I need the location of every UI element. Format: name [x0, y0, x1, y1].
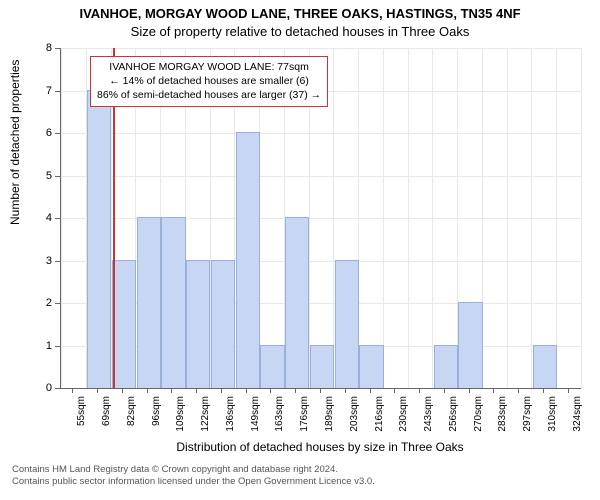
ytick-label: 3	[32, 255, 52, 267]
ytick-mark	[55, 261, 60, 262]
gridline-v	[556, 48, 557, 388]
ytick-label: 4	[32, 212, 52, 224]
xtick-mark	[543, 388, 544, 393]
gridline-v	[408, 48, 409, 388]
xtick-label: 82sqm	[126, 396, 137, 436]
footer-attribution: Contains HM Land Registry data © Crown c…	[12, 464, 375, 488]
xtick-label: 55sqm	[76, 396, 87, 436]
xtick-mark	[518, 388, 519, 393]
ytick-mark	[55, 218, 60, 219]
xtick-mark	[171, 388, 172, 393]
ytick-mark	[55, 303, 60, 304]
bar	[87, 90, 111, 389]
xtick-label: 69sqm	[101, 396, 112, 436]
xtick-label: 109sqm	[175, 396, 186, 436]
annotation-box: IVANHOE MORGAY WOOD LANE: 77sqm ← 14% of…	[90, 56, 328, 107]
xtick-mark	[147, 388, 148, 393]
xtick-label: 270sqm	[473, 396, 484, 436]
xtick-label: 256sqm	[448, 396, 459, 436]
ytick-label: 1	[32, 340, 52, 352]
annotation-line3: 86% of semi-detached houses are larger (…	[97, 88, 321, 102]
footer-line1: Contains HM Land Registry data © Crown c…	[12, 464, 375, 476]
ytick-mark	[55, 133, 60, 134]
xtick-mark	[246, 388, 247, 393]
xtick-mark	[295, 388, 296, 393]
gridline-v	[383, 48, 384, 388]
xtick-mark	[345, 388, 346, 393]
ytick-mark	[55, 91, 60, 92]
chart-title-address: IVANHOE, MORGAY WOOD LANE, THREE OAKS, H…	[0, 6, 600, 21]
bar	[285, 217, 309, 388]
xtick-label: 122sqm	[200, 396, 211, 436]
bar	[533, 345, 557, 389]
xtick-label: 283sqm	[497, 396, 508, 436]
gridline-v	[581, 48, 582, 388]
gridline-v	[432, 48, 433, 388]
bar	[186, 260, 210, 389]
gridline-h	[61, 133, 581, 134]
xtick-label: 163sqm	[274, 396, 285, 436]
xtick-label: 216sqm	[374, 396, 385, 436]
ytick-label: 7	[32, 85, 52, 97]
gridline-h	[61, 48, 581, 49]
xtick-label: 324sqm	[572, 396, 583, 436]
footer-line2: Contains public sector information licen…	[12, 476, 375, 488]
xtick-mark	[221, 388, 222, 393]
xtick-mark	[97, 388, 98, 393]
xtick-label: 203sqm	[349, 396, 360, 436]
gridline-h	[61, 176, 581, 177]
annotation-line2: ← 14% of detached houses are smaller (6)	[97, 74, 321, 88]
ytick-label: 6	[32, 127, 52, 139]
ytick-label: 0	[32, 382, 52, 394]
x-axis-label: Distribution of detached houses by size …	[60, 440, 580, 454]
ytick-label: 5	[32, 170, 52, 182]
xtick-mark	[394, 388, 395, 393]
bar	[359, 345, 383, 389]
chart-subtitle: Size of property relative to detached ho…	[0, 24, 600, 39]
xtick-label: 297sqm	[522, 396, 533, 436]
bar	[434, 345, 458, 389]
ytick-mark	[55, 346, 60, 347]
xtick-label: 230sqm	[398, 396, 409, 436]
xtick-mark	[469, 388, 470, 393]
bar	[310, 345, 334, 389]
bar	[112, 260, 136, 389]
bar	[211, 260, 235, 389]
xtick-mark	[320, 388, 321, 393]
bar	[335, 260, 359, 389]
ytick-label: 2	[32, 297, 52, 309]
xtick-mark	[568, 388, 569, 393]
xtick-mark	[196, 388, 197, 393]
xtick-mark	[370, 388, 371, 393]
ytick-mark	[55, 388, 60, 389]
bar	[137, 217, 161, 388]
ytick-mark	[55, 176, 60, 177]
bar	[260, 345, 284, 389]
xtick-mark	[270, 388, 271, 393]
gridline-v	[507, 48, 508, 388]
xtick-mark	[419, 388, 420, 393]
bar	[458, 302, 482, 388]
bar	[161, 217, 185, 388]
xtick-label: 149sqm	[250, 396, 261, 436]
ytick-mark	[55, 48, 60, 49]
gridline-v	[531, 48, 532, 388]
xtick-label: 243sqm	[423, 396, 434, 436]
bar	[236, 132, 260, 388]
annotation-line1: IVANHOE MORGAY WOOD LANE: 77sqm	[97, 60, 321, 74]
xtick-label: 189sqm	[324, 396, 335, 436]
xtick-label: 176sqm	[299, 396, 310, 436]
xtick-mark	[444, 388, 445, 393]
xtick-label: 96sqm	[151, 396, 162, 436]
histogram-chart: IVANHOE, MORGAY WOOD LANE, THREE OAKS, H…	[0, 0, 600, 500]
gridline-v	[61, 48, 62, 388]
xtick-mark	[72, 388, 73, 393]
xtick-mark	[122, 388, 123, 393]
y-axis-label: Number of detached properties	[8, 205, 22, 225]
xtick-label: 310sqm	[547, 396, 558, 436]
xtick-label: 136sqm	[225, 396, 236, 436]
ytick-label: 8	[32, 42, 52, 54]
xtick-mark	[493, 388, 494, 393]
